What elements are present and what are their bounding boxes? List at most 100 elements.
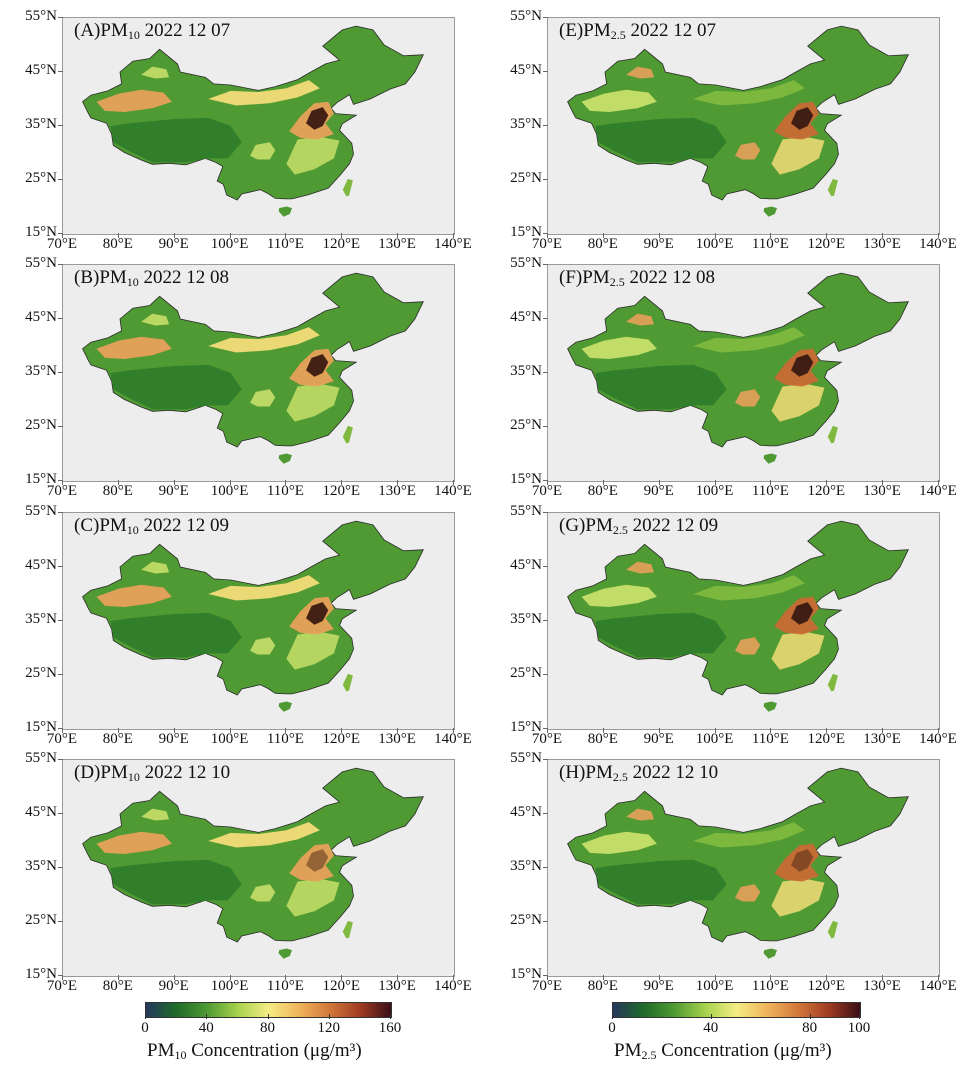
lat-tick-mark xyxy=(543,233,548,234)
china-landmass xyxy=(567,767,909,943)
lon-tick-label: 70°E xyxy=(46,236,78,252)
panel-title-prefix: (D)PM xyxy=(74,762,128,783)
lon-tick-label: 140°E xyxy=(919,978,957,994)
junggar-region xyxy=(626,561,655,574)
sichuan-basin xyxy=(735,637,761,655)
map-panel-d: (D)PM10 2022 12 10 55°N 45°N 35°N 25°N 15°N 70… xyxy=(25,750,472,994)
taiwan-island xyxy=(342,673,353,692)
colorbar-tick-mark xyxy=(267,1014,269,1019)
panel-title-date: 2022 12 10 xyxy=(627,762,719,783)
lat-tick-label: 25°N xyxy=(510,417,542,433)
lon-tick-label: 70°E xyxy=(46,731,78,747)
tarim-region xyxy=(581,831,657,854)
lat-tick-mark xyxy=(543,372,548,373)
lat-tick-mark xyxy=(543,674,548,675)
lat-tick-mark xyxy=(543,728,548,729)
lat-tick-mark xyxy=(58,512,63,513)
panel-title-prefix: (F)PM xyxy=(559,267,610,288)
colorbar-tick-mark xyxy=(859,1014,860,1019)
colorbar-tick-mark xyxy=(206,1014,208,1019)
central-east-region xyxy=(771,383,825,422)
lon-tick-mark xyxy=(62,975,63,980)
lat-tick-label: 15°N xyxy=(25,471,57,487)
lon-tick-mark xyxy=(117,480,119,485)
lon-tick-mark xyxy=(658,975,660,980)
lat-tick-label: 25°N xyxy=(25,665,57,681)
lat-tick-mark xyxy=(543,759,548,760)
lon-tick-label: 70°E xyxy=(46,483,78,499)
central-east-region xyxy=(286,136,340,175)
colorbar-tick-label: 80 xyxy=(802,1020,818,1036)
lat-tick-label: 55°N xyxy=(510,8,542,24)
tibet-region xyxy=(110,364,242,410)
hainan-island xyxy=(763,453,777,464)
lon-tick-label: 110°E xyxy=(751,978,789,994)
colorbar-title-subscript: 2.5 xyxy=(641,1048,657,1062)
colorbar-tick-label: 100 xyxy=(847,1020,871,1036)
lon-tick-label: 120°E xyxy=(322,731,361,747)
lon-tick-label: 100°E xyxy=(695,731,734,747)
lon-tick-label: 140°E xyxy=(434,978,472,994)
panel-title-subscript: 2.5 xyxy=(612,523,628,537)
lon-tick-label: 130°E xyxy=(863,483,901,499)
lat-tick-label: 25°N xyxy=(510,912,542,928)
lon-tick-label: 90°E xyxy=(643,978,674,994)
colorbar-tick-label: 80 xyxy=(260,1020,275,1036)
panel-title: (C)PM10 2022 12 09 xyxy=(74,515,229,538)
lon-tick-mark xyxy=(547,480,548,485)
lon-tick-label: 140°E xyxy=(919,236,957,252)
china-landmass xyxy=(82,520,424,696)
tibet-region xyxy=(110,859,242,905)
colorbar-tick-mark xyxy=(390,1014,391,1019)
lat-tick-mark xyxy=(543,620,548,621)
lat-tick-mark xyxy=(58,867,63,868)
china-map xyxy=(567,767,909,959)
lon-tick-mark xyxy=(117,728,119,733)
lon-tick-mark xyxy=(117,975,119,980)
colorbar-tick-label: 40 xyxy=(703,1020,719,1036)
lon-tick-mark xyxy=(453,233,454,238)
panel-title-subscript: 2.5 xyxy=(612,770,628,784)
colorbar-title-prefix: PM xyxy=(614,1040,642,1061)
lat-tick-mark xyxy=(543,318,548,319)
lon-tick-label: 90°E xyxy=(158,978,189,994)
lon-tick-mark xyxy=(602,975,604,980)
lon-tick-label: 130°E xyxy=(863,236,901,252)
lat-tick-mark xyxy=(543,566,548,567)
lon-tick-label: 80°E xyxy=(587,236,618,252)
lat-tick-label: 25°N xyxy=(510,665,542,681)
lon-tick-mark xyxy=(117,233,119,238)
lon-tick-mark xyxy=(547,975,548,980)
china-map xyxy=(82,272,424,464)
lat-tick-label: 15°N xyxy=(510,471,542,487)
lon-tick-mark xyxy=(882,233,884,238)
lon-tick-mark xyxy=(229,233,231,238)
lat-tick-label: 35°N xyxy=(25,858,57,874)
map-frame: (A)PM10 2022 12 07 xyxy=(62,17,455,235)
north-china-plain xyxy=(774,843,819,882)
central-east-region xyxy=(286,631,340,670)
lon-tick-mark xyxy=(173,975,175,980)
lon-tick-label: 100°E xyxy=(210,731,249,747)
china-landmass xyxy=(82,767,424,943)
colorbar-tick-mark xyxy=(710,1014,712,1019)
lon-tick-mark xyxy=(341,975,343,980)
lat-tick-mark xyxy=(58,233,63,234)
panel-title-subscript: 2.5 xyxy=(609,275,625,289)
tarim-region xyxy=(581,584,657,607)
lon-tick-label: 130°E xyxy=(378,978,416,994)
hainan-island xyxy=(763,206,777,217)
colorbar-title-subscript: 10 xyxy=(174,1048,187,1062)
lat-tick-label: 45°N xyxy=(25,557,57,573)
colorbar-title-prefix: PM xyxy=(147,1040,175,1061)
colorbar-tick-mark xyxy=(809,1014,811,1019)
lon-tick-label: 70°E xyxy=(46,978,78,994)
lon-tick-label: 80°E xyxy=(102,731,133,747)
lat-tick-label: 35°N xyxy=(510,363,542,379)
lat-tick-mark xyxy=(543,867,548,868)
lon-tick-mark xyxy=(285,480,287,485)
north-region xyxy=(693,80,805,106)
taiwan-island xyxy=(342,920,353,939)
lat-tick-mark xyxy=(58,318,63,319)
tarim-region xyxy=(96,831,172,854)
